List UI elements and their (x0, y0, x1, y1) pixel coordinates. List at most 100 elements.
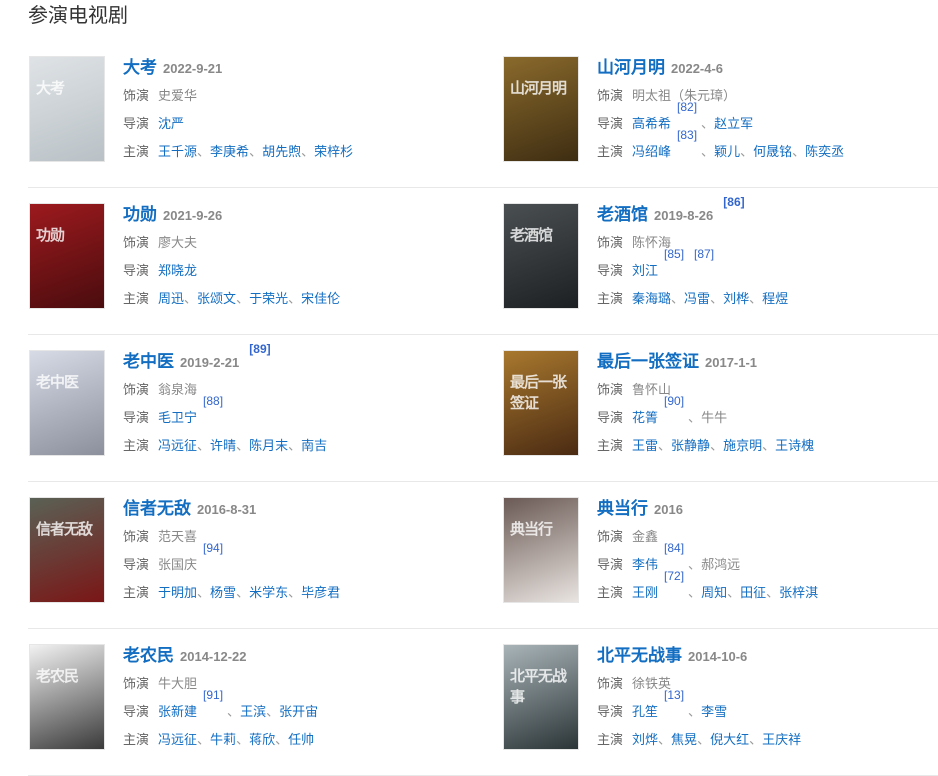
person-link[interactable]: 何晟铭 (753, 145, 793, 160)
series-poster[interactable]: 老农民 (29, 644, 105, 750)
series-title-link[interactable]: 老酒馆 (597, 205, 648, 225)
citation-ref[interactable]: [83] (677, 128, 698, 142)
person-link[interactable]: 胡先煦 (262, 145, 302, 160)
series-title-link[interactable]: 典当行 (597, 499, 648, 519)
series-poster[interactable]: 最后一张签证 (503, 350, 579, 456)
person-link[interactable]: 任帅 (288, 733, 315, 748)
series-title-link[interactable]: 老中医 (123, 352, 174, 372)
series-info: 大考 2022-9-21 饰演 史爱华 导演 沈严 主演 王千源、李庚希、胡先煦、荣梓杉 (123, 55, 353, 165)
person-link[interactable]: 颖儿 (714, 145, 741, 160)
person-link[interactable]: 张静静 (671, 439, 711, 454)
poster-logo: 功勋 (36, 226, 65, 244)
person-link[interactable]: 王千源 (158, 145, 198, 160)
citation-ref[interactable]: [86] (723, 195, 745, 209)
person-link[interactable]: 张颂文 (197, 292, 237, 307)
cast-line: 主演 刘烨、焦晃、倪大红、王庆祥 (597, 725, 801, 753)
series-poster[interactable]: 老酒馆 (503, 203, 579, 309)
separator: 、 (658, 439, 672, 454)
series-poster[interactable]: 大考 (29, 56, 105, 162)
citation-ref[interactable]: [90] (664, 394, 685, 408)
citation-ref[interactable]: [91] (203, 688, 224, 702)
series-poster[interactable]: 典当行 (503, 497, 579, 603)
citation-ref[interactable]: [72] (664, 569, 685, 583)
series-title-link[interactable]: 大考 (123, 58, 157, 78)
citation-ref[interactable]: [89] (249, 342, 271, 356)
person-link[interactable]: 毛卫宁 (158, 411, 198, 426)
series-title-link[interactable]: 北平无战事 (597, 646, 682, 666)
person-link[interactable]: 于荣光 (249, 292, 289, 307)
series-date: 2022-9-21 (163, 61, 223, 76)
person-link[interactable]: 孔笙 (632, 705, 659, 720)
person-link[interactable]: 周知 (701, 586, 728, 601)
person-link[interactable]: 秦海璐 (632, 292, 672, 307)
person-link[interactable]: 刘江 (632, 264, 659, 279)
series-poster[interactable]: 北平无战事 (503, 644, 579, 750)
person-link[interactable]: 高希希 (632, 117, 672, 132)
series-poster[interactable]: 功勋 (29, 203, 105, 309)
person-link[interactable]: 刘烨 (632, 733, 659, 748)
series-title-link[interactable]: 最后一张签证 (597, 352, 699, 372)
citation-ref[interactable]: [85] (664, 247, 685, 261)
person-link[interactable]: 冯远征 (158, 439, 198, 454)
person-link[interactable]: 米学东 (249, 586, 289, 601)
series-poster[interactable]: 信者无敌 (29, 497, 105, 603)
citation-ref[interactable]: [84] (664, 541, 685, 555)
person-link[interactable]: 王庆祥 (762, 733, 802, 748)
series-date: 2019-8-26 (654, 208, 714, 223)
series-poster[interactable]: 山河月明 (503, 56, 579, 162)
person-link[interactable]: 王滨 (240, 705, 267, 720)
person-link[interactable]: 张梓淇 (779, 586, 819, 601)
separator: 、 (697, 733, 711, 748)
person-link[interactable]: 沈严 (158, 117, 185, 132)
person-link[interactable]: 荣梓杉 (314, 145, 354, 160)
person-link[interactable]: 南吉 (301, 439, 328, 454)
citation-ref[interactable]: [13] (664, 688, 685, 702)
person-link[interactable]: 许晴 (210, 439, 237, 454)
person-link[interactable]: 李雪 (701, 705, 728, 720)
role-label: 饰演 (123, 677, 150, 692)
role-label: 饰演 (123, 530, 150, 545)
director-line: 导演 张国庆 [94] (123, 542, 340, 578)
person-link[interactable]: 倪大红 (710, 733, 750, 748)
person-link[interactable]: 程煜 (762, 292, 789, 307)
person-link[interactable]: 牛莉 (210, 733, 237, 748)
series-title-link[interactable]: 信者无敌 (123, 499, 191, 519)
person-link[interactable]: 周迅 (158, 292, 185, 307)
person-link[interactable]: 冯雷 (684, 292, 711, 307)
person-link[interactable]: 刘桦 (723, 292, 750, 307)
citation-ref[interactable]: [82] (677, 100, 698, 114)
person-link[interactable]: 张新建 (158, 705, 198, 720)
poster-logo: 山河月明 (510, 79, 567, 97)
citation-ref[interactable]: [94] (203, 541, 224, 555)
series-title-link[interactable]: 山河月明 (597, 58, 665, 78)
series-title-link[interactable]: 功勋 (123, 205, 157, 225)
person-link[interactable]: 赵立军 (714, 117, 754, 132)
citation-ref[interactable]: [88] (203, 394, 224, 408)
person-link[interactable]: 冯绍峰 (632, 145, 672, 160)
person-link[interactable]: 王诗槐 (775, 439, 815, 454)
person-link[interactable]: 花箐 (632, 411, 659, 426)
person-link[interactable]: 李庚希 (210, 145, 250, 160)
person-link[interactable]: 宋佳伦 (301, 292, 341, 307)
series-title-link[interactable]: 老农民 (123, 646, 174, 666)
person-link[interactable]: 王刚 (632, 586, 659, 601)
person-link[interactable]: 蒋欣 (249, 733, 276, 748)
person-link[interactable]: 陈奕丞 (805, 145, 845, 160)
person-link[interactable]: 焦晃 (671, 733, 698, 748)
person-link[interactable]: 田征 (740, 586, 767, 601)
person-link[interactable]: 陈月末 (249, 439, 289, 454)
person-link[interactable]: 施京明 (723, 439, 763, 454)
person-link[interactable]: 郑晓龙 (158, 264, 198, 279)
person-link[interactable]: 王雷 (632, 439, 659, 454)
person-link[interactable]: 于明加 (158, 586, 198, 601)
person-link[interactable]: 杨雪 (210, 586, 237, 601)
citation-ref[interactable]: [87] (694, 247, 715, 261)
person-link[interactable]: 冯远征 (158, 733, 198, 748)
cast-line: 主演 冯绍峰[83]、颖儿、何晟铭、陈奕丞 (597, 129, 845, 165)
role-line: 饰演 金鑫 (597, 522, 818, 550)
series-poster[interactable]: 老中医 (29, 350, 105, 456)
person-link[interactable]: 张开宙 (279, 705, 319, 720)
separator: 、 (184, 292, 198, 307)
person-link[interactable]: 毕彦君 (301, 586, 341, 601)
person-link[interactable]: 李伟 (632, 558, 659, 573)
